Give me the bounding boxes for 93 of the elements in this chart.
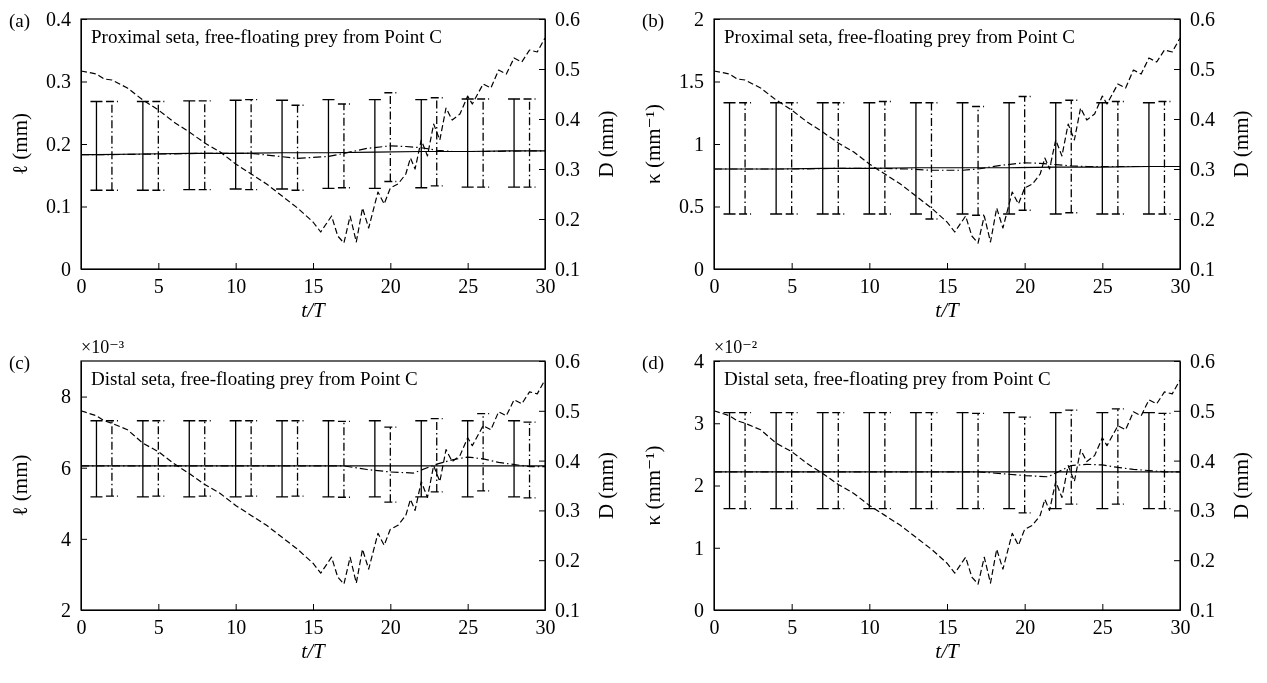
text: (a) [9, 10, 31, 32]
x-tick-label: 15 [937, 616, 958, 639]
x-tick-label: 20 [1015, 275, 1036, 298]
x-axis-title: t/T [301, 639, 326, 663]
x-tick-label: 0 [709, 275, 720, 298]
y2-tick-label: 0.2 [555, 207, 580, 230]
y2-tick-label: 0.4 [1190, 449, 1215, 472]
y2-tick-label: 0.3 [555, 157, 580, 180]
x-tick-label: 5 [787, 275, 798, 298]
y-axis-title: ℓ (mm) [8, 454, 32, 517]
x-tick-label: 20 [380, 616, 401, 639]
x-tick-label: 20 [1015, 616, 1036, 639]
y-tick-label: 1.5 [679, 70, 704, 93]
y-tick-label: 3 [694, 412, 704, 435]
y2-tick-label: 0.2 [1190, 207, 1215, 230]
y-axis-title: κ (mm⁻¹) [641, 104, 665, 184]
y2-tick-label: 0.2 [555, 549, 580, 572]
y-tick-label: 1 [694, 536, 704, 559]
x-axis-title: t/T [935, 298, 960, 322]
y2-tick-label: 0.5 [555, 399, 580, 422]
y2-tick-label: 0.4 [555, 449, 580, 472]
y-axis-title: κ (mm⁻¹) [641, 445, 665, 526]
y2-tick-label: 0.6 [555, 7, 580, 30]
y2-tick-label: 0.3 [555, 499, 580, 522]
x-tick-label: 15 [937, 275, 958, 298]
y-tick-label: 0.3 [46, 70, 71, 93]
y2-tick-label: 0.6 [1190, 7, 1215, 30]
y2-tick-label: 0.5 [1190, 57, 1215, 80]
x-tick-label: 10 [226, 275, 247, 298]
x-tick-label: 25 [1092, 275, 1113, 298]
x-tick-label: 25 [1092, 616, 1113, 639]
y2-tick-label: 0.5 [555, 57, 580, 80]
text: ×10⁻² [714, 337, 758, 357]
x-tick-label: 30 [535, 616, 556, 639]
y-tick-label: 2 [694, 7, 704, 30]
y-axis-title: ℓ (mm) [8, 113, 32, 175]
x-tick-label: 0 [709, 616, 720, 639]
y-tick-label: 0.1 [46, 195, 71, 218]
y2-tick-label: 0.2 [1190, 549, 1215, 572]
x-tick-label: 0 [76, 616, 87, 639]
x-tick-label: 15 [303, 275, 324, 298]
x-tick-label: 25 [458, 616, 479, 639]
y2-tick-label: 0.3 [1190, 157, 1215, 180]
x-tick-label: 10 [226, 616, 247, 639]
y-tick-label: 2 [694, 474, 704, 497]
x-tick-label: 30 [1170, 616, 1191, 639]
y-tick-label: 0 [61, 257, 71, 280]
y-tick-label: 0 [694, 598, 704, 621]
chart-title: Distal seta, free-floating prey from Point C [724, 368, 1051, 389]
y2-tick-label: 0.5 [1190, 399, 1215, 422]
y-tick-label: 0 [694, 257, 704, 280]
y2-tick-label: 0.1 [1190, 598, 1215, 621]
chart-title: Proximal seta, free-floating prey from Point C [91, 26, 442, 47]
y2-axis-title: D (mm) [1229, 451, 1253, 520]
x-tick-label: 30 [1170, 275, 1191, 298]
x-tick-label: 10 [859, 275, 880, 298]
y-tick-label: 6 [61, 456, 71, 479]
text: ×10⁻³ [81, 337, 125, 357]
y-tick-label: 0.2 [46, 132, 71, 155]
x-axis-title: t/T [301, 298, 326, 322]
y2-tick-label: 0.4 [555, 107, 580, 130]
y2-axis-title: D (mm) [594, 110, 618, 178]
x-tick-label: 25 [458, 275, 479, 298]
y-tick-label: 0.5 [679, 195, 704, 218]
text: (c) [9, 352, 31, 374]
y-tick-label: 2 [61, 598, 71, 621]
x-tick-label: 5 [787, 616, 798, 639]
y2-tick-label: 0.3 [1190, 499, 1215, 522]
x-tick-label: 5 [153, 275, 164, 298]
text: (b) [642, 10, 665, 32]
chart-title: Distal seta, free-floating prey from Point C [91, 368, 418, 389]
x-tick-label: 15 [303, 616, 324, 639]
y2-tick-label: 0.1 [555, 257, 580, 280]
y2-axis-title: D (mm) [594, 451, 618, 520]
x-tick-label: 0 [76, 275, 87, 298]
x-tick-label: 5 [153, 616, 164, 639]
x-axis-title: t/T [935, 639, 960, 663]
y-tick-label: 8 [61, 385, 71, 408]
y2-tick-label: 0.1 [1190, 257, 1215, 280]
y-tick-label: 1 [694, 132, 704, 155]
y2-axis-title: D (mm) [1229, 110, 1253, 178]
y-tick-label: 4 [694, 349, 704, 372]
text: (d) [642, 352, 665, 374]
y-tick-label: 0.4 [46, 7, 71, 30]
y-tick-label: 4 [61, 527, 71, 550]
x-tick-label: 10 [859, 616, 880, 639]
y2-tick-label: 0.6 [1190, 349, 1215, 372]
x-tick-label: 20 [380, 275, 401, 298]
y2-tick-label: 0.1 [555, 598, 580, 621]
chart-title: Proximal seta, free-floating prey from Point C [724, 26, 1075, 47]
x-tick-label: 30 [535, 275, 556, 298]
y2-tick-label: 0.4 [1190, 107, 1215, 130]
y2-tick-label: 0.6 [555, 349, 580, 372]
